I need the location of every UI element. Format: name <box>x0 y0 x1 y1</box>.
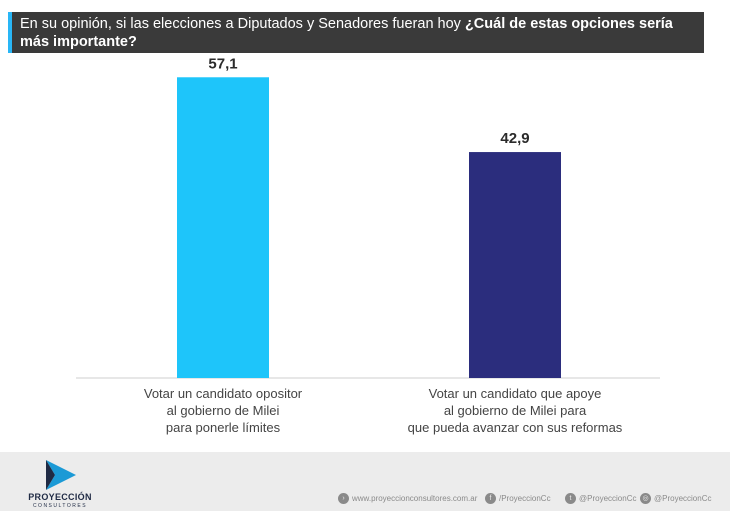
instagram-text: @ProyeccionCc <box>654 493 712 503</box>
category-label-0: Votar un candidato opositor al gobierno … <box>103 385 343 436</box>
brand-name: PROYECCIÓN <box>28 492 92 502</box>
question-regular: En su opinión, si las elecciones a Diput… <box>20 16 465 32</box>
bar-chart: 57,1 42,9 <box>76 55 660 379</box>
twitter-link[interactable]: t @ProyeccionCc <box>565 492 636 504</box>
category-label-0-line-0: Votar un candidato opositor <box>143 386 303 401</box>
instagram-link[interactable]: ◎ @ProyeccionCc <box>640 492 711 504</box>
header-accent-bar <box>8 12 12 53</box>
bar-1 <box>469 152 561 378</box>
bar-value-label-1: 42,9 <box>500 130 529 147</box>
category-label-1-line-2: que pueda avanzar con sus reformas <box>407 420 623 435</box>
facebook-link[interactable]: f /ProyeccionCc <box>485 492 551 504</box>
question-bold: ¿Cuál de estas opciones sería más import… <box>20 16 673 50</box>
globe-icon: › <box>338 492 349 504</box>
twitter-text: @ProyeccionCc <box>579 493 637 503</box>
category-label-1-line-0: Votar un candidato que apoye <box>428 386 602 401</box>
footer: PROYECCIÓN CONSULTORES › www.proyeccionc… <box>0 452 730 511</box>
category-label-0-line-1: al gobierno de Milei <box>166 403 280 418</box>
facebook-text: /ProyeccionCc <box>499 493 551 503</box>
category-label-1: Votar un candidato que apoye al gobierno… <box>395 385 635 436</box>
brand-subtitle: CONSULTORES <box>32 503 88 509</box>
website-link[interactable]: › www.proyeccionconsultores.com.ar <box>338 492 477 504</box>
instagram-icon: ◎ <box>640 492 651 504</box>
category-label-1-line-1: al gobierno de Milei para <box>443 403 587 418</box>
twitter-icon: t <box>565 492 576 504</box>
category-label-0-line-2: para ponerle límites <box>165 420 281 435</box>
facebook-icon: f <box>485 492 496 504</box>
question-text: En su opinión, si las elecciones a Diput… <box>20 15 690 51</box>
website-text: www.proyeccionconsultores.com.ar <box>352 493 478 503</box>
brand-logo-icon <box>46 460 76 490</box>
question-header: En su opinión, si las elecciones a Diput… <box>8 12 704 53</box>
bar-0 <box>177 77 269 379</box>
bar-value-label-0: 57,1 <box>208 55 237 72</box>
